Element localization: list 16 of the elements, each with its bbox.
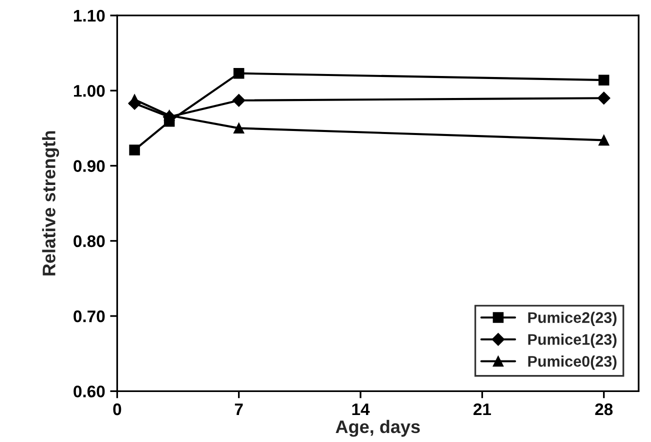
y-axis-title: Relative strength	[42, 131, 60, 276]
y-tick-label: 0.90	[74, 160, 105, 172]
y-tick-label: 0.70	[74, 310, 105, 322]
legend-label: Pumice0(23)	[528, 356, 616, 370]
x-axis-title: Age, days	[336, 420, 420, 437]
x-tick-label: 21	[474, 403, 491, 416]
y-tick-label: 0.60	[74, 386, 105, 398]
x-tick-label: 0	[113, 403, 122, 416]
legend-label: Pumice1(23)	[528, 334, 616, 348]
y-tick-label: 1.10	[74, 10, 105, 22]
x-tick-label: 7	[234, 404, 243, 416]
x-tick-label: 28	[595, 403, 613, 416]
legend-label: Pumice2(23)	[528, 312, 616, 326]
y-tick-label: 0.80	[74, 235, 105, 248]
x-tick-label: 14	[352, 404, 370, 416]
y-tick-label: 1.00	[74, 85, 105, 97]
